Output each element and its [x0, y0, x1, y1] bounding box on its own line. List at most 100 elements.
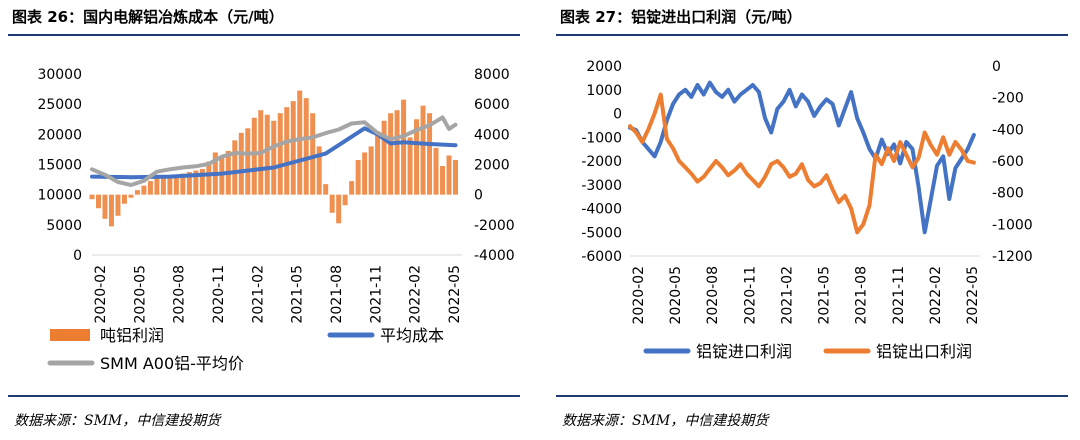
title-rule: [556, 34, 1068, 36]
chart-canvas: -6000-5000-4000-3000-2000-1000010002000-…: [581, 59, 1033, 361]
y-left-tick-label: 25000: [37, 97, 82, 113]
y-left-tick-label: 0: [613, 107, 622, 123]
series-line: [628, 92, 976, 235]
y-right-tick-label: -4000: [474, 248, 515, 264]
source-note: 数据来源：SMM，中信建投期货: [562, 413, 769, 429]
profit-bar: [154, 178, 160, 195]
x-tick-label: 2021-02: [250, 265, 266, 324]
legend-label: 铝锭进口利润: [696, 342, 792, 361]
x-tick-label: 2021-05: [817, 266, 833, 325]
profit-bar: [381, 120, 387, 195]
profit-bar: [336, 194, 342, 224]
profit-bar: [446, 155, 452, 195]
x-tick-label: 2021-11: [891, 266, 907, 325]
profit-bar: [108, 194, 114, 227]
profit-bar: [401, 99, 407, 195]
x-tick-label: 2020-02: [631, 266, 647, 325]
legend-label: SMM A00铝-平均价: [100, 354, 244, 373]
profit-bar: [368, 146, 374, 195]
x-tick-label: 2020-08: [705, 266, 721, 325]
profit-bar: [271, 120, 277, 195]
y-left-tick-label: -1000: [581, 130, 622, 146]
x-tick-label: 2022-05: [447, 265, 463, 324]
profit-bar: [277, 113, 283, 195]
y-right-tick-label: 4000: [474, 127, 510, 143]
y-left-tick-label: 1000: [586, 83, 622, 99]
title-rule: [8, 34, 520, 36]
y-left-tick-label: 2000: [586, 59, 622, 75]
x-tick-label: 2022-02: [928, 266, 944, 325]
profit-bar: [115, 194, 121, 216]
profit-bar: [349, 181, 355, 195]
profit-bar: [362, 152, 368, 195]
profit-bar: [342, 194, 348, 206]
x-tick-label: 2020-05: [668, 266, 684, 325]
profit-bar: [180, 173, 186, 195]
profit-bar: [147, 181, 153, 195]
x-tick-label: 2020-11: [742, 266, 758, 325]
y-right-tick-label: -1200: [992, 249, 1033, 265]
profit-bar: [251, 117, 257, 195]
legend-label: 平均成本: [380, 326, 444, 345]
x-tick-label: 2021-08: [329, 265, 345, 324]
profit-bar: [128, 194, 134, 198]
profit-bar: [407, 137, 413, 195]
profit-bar: [238, 132, 244, 195]
y-right-tick-label: -1000: [992, 217, 1033, 233]
series-line: [90, 115, 458, 187]
profit-bar: [394, 110, 400, 195]
x-tick-label: 2022-02: [408, 265, 424, 324]
y-right-tick-label: 6000: [474, 97, 510, 113]
y-left-tick-label: 15000: [37, 158, 82, 174]
chart-panel-26: 图表 26：国内电解铝冶炼成本（元/吨） 0 5000 10000 15000 2000…: [0, 0, 520, 440]
y-left-tick-label: 0: [73, 248, 82, 264]
profit-bar: [206, 161, 212, 195]
y-right-tick-label: -2000: [474, 218, 515, 234]
chart-title: 图表 26：国内电解铝冶炼成本（元/吨）: [12, 8, 284, 26]
profit-bar: [264, 114, 270, 195]
x-tick-label: 2021-02: [779, 266, 795, 325]
x-tick-label: 2021-05: [290, 265, 306, 324]
profit-bar: [219, 156, 225, 195]
profit-bar: [414, 119, 420, 195]
x-tick-label: 2020-11: [211, 265, 227, 324]
profit-bar: [245, 128, 251, 195]
series-line: [628, 80, 976, 235]
profit-bar: [297, 90, 303, 195]
profit-bar: [284, 107, 290, 195]
y-left-tick-label: -4000: [581, 202, 622, 218]
legend-label: 铝锭出口利润: [876, 342, 972, 361]
profit-bar: [453, 159, 459, 195]
chart-canvas: 050001000015000200002500030000-4000-2000…: [37, 67, 515, 373]
profit-bar: [141, 185, 147, 195]
profit-bar: [420, 105, 426, 195]
profit-bar: [186, 172, 192, 195]
y-right-tick-label: 0: [474, 188, 483, 204]
y-right-tick-label: -800: [992, 186, 1024, 202]
source-note: 数据来源：SMM，中信建投期货: [14, 413, 221, 429]
profit-bar: [232, 140, 238, 195]
profit-bar: [121, 194, 127, 204]
profit-bar: [193, 170, 199, 195]
profit-bar: [95, 194, 101, 209]
x-tick-label: 2020-05: [132, 265, 148, 324]
y-left-tick-label: -5000: [581, 225, 622, 241]
chart-title: 图表 27：铝锭进出口利润（元/吨）: [560, 8, 802, 26]
y-left-tick-label: 20000: [37, 127, 82, 143]
bottom-rule: [8, 395, 520, 397]
profit-bar: [355, 159, 361, 195]
y-right-tick-label: 2000: [474, 158, 510, 174]
series-line: [90, 126, 458, 180]
bottom-rule: [556, 395, 1068, 397]
profit-bar: [303, 98, 309, 195]
profit-bar: [167, 176, 173, 195]
x-tick-label: 2020-08: [172, 265, 188, 324]
profit-bar: [102, 194, 108, 219]
profit-bar: [440, 166, 446, 195]
profit-bar: [199, 169, 205, 195]
x-tick-label: 2021-11: [368, 265, 384, 324]
profit-bar: [290, 101, 296, 195]
legend-label: 吨铝利润: [100, 326, 164, 345]
y-right-tick-label: -600: [992, 154, 1024, 170]
profit-bar: [310, 113, 316, 195]
